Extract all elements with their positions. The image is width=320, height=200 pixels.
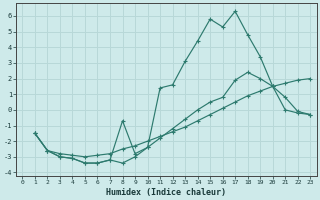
X-axis label: Humidex (Indice chaleur): Humidex (Indice chaleur) xyxy=(106,188,226,197)
